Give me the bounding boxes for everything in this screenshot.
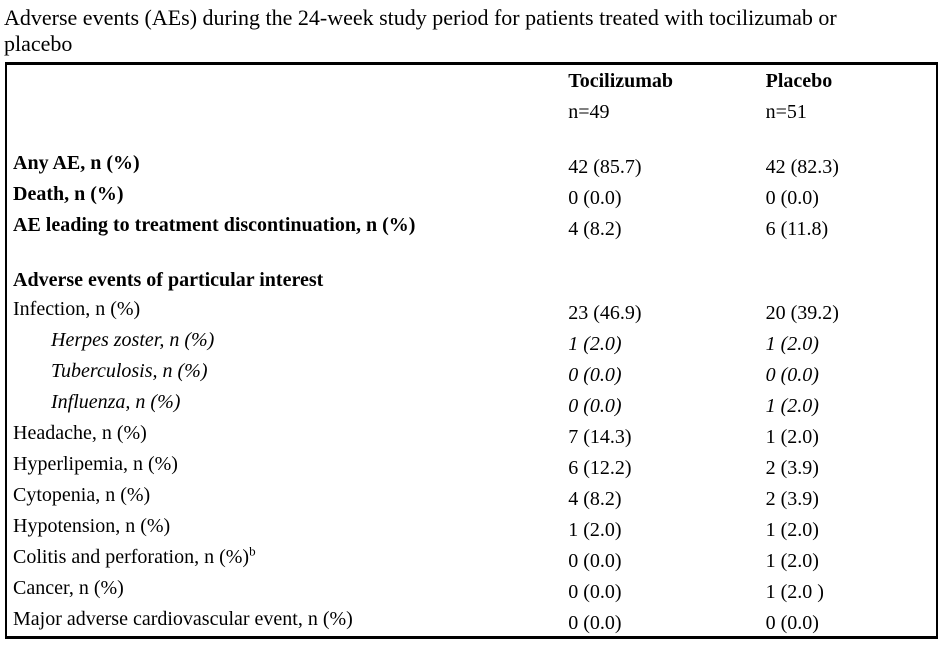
- table-subheader-row: n=49 n=51: [6, 94, 937, 125]
- row-label: Infection, n (%): [13, 298, 141, 320]
- row-label-cell: Hypotension, n (%): [6, 512, 568, 543]
- tocilizumab-value: 1 (2.0): [568, 519, 622, 541]
- placebo-value: 20 (39.2): [765, 302, 839, 324]
- row-label: Cancer, n (%): [13, 577, 124, 599]
- table-row: Colitis and perforation, n (%)b 0 (0.0) 1 …: [6, 543, 937, 574]
- spacer-cell: [6, 242, 937, 266]
- column-header-placebo: Placebo: [765, 70, 833, 92]
- row-label-cell: Colitis and perforation, n (%)b: [6, 543, 568, 574]
- tocilizumab-value: 0 (0.0): [568, 395, 622, 417]
- tocilizumab-value: 7 (14.3): [568, 426, 632, 448]
- row-label-cell: Any AE, n (%): [6, 149, 568, 180]
- row-label-cell: Hyperlipemia, n (%): [6, 450, 568, 481]
- table-row: Death, n (%) 0 (0.0) 0 (0.0): [6, 180, 937, 211]
- tocilizumab-value: 0 (0.0): [568, 581, 622, 603]
- table-row: Major adverse cardiovascular event, n (%…: [6, 605, 937, 638]
- row-label-cell: Herpes zoster, n (%): [6, 326, 568, 357]
- adverse-events-table: Tocilizumab Placebo n=49 n=51 Any AE, n …: [5, 62, 938, 639]
- placebo-value: 1 (2.0): [765, 550, 819, 572]
- table-row: Hypotension, n (%) 1 (2.0) 1 (2.0): [6, 512, 937, 543]
- placebo-value: 2 (3.9): [765, 457, 819, 479]
- row-label: AE leading to treatment discontinuation,…: [13, 214, 416, 236]
- table-row: Herpes zoster, n (%) 1 (2.0) 1 (2.0): [6, 326, 937, 357]
- placebo-value: 42 (82.3): [765, 156, 839, 178]
- tocilizumab-value: 6 (12.2): [568, 457, 632, 479]
- row-label-cell: Cytopenia, n (%): [6, 481, 568, 512]
- placebo-value: 0 (0.0): [765, 364, 819, 386]
- tocilizumab-value: 0 (0.0): [568, 187, 622, 209]
- placebo-value: 1 (2.0): [765, 333, 819, 355]
- row-label: Tuberculosis, n (%): [51, 360, 208, 382]
- table-header-row: Tocilizumab Placebo: [6, 64, 937, 95]
- placebo-value: 1 (2.0): [765, 426, 819, 448]
- placebo-value: 6 (11.8): [765, 218, 829, 240]
- row-label-cell: Major adverse cardiovascular event, n (%…: [6, 605, 568, 638]
- tocilizumab-value: 42 (85.7): [568, 156, 642, 178]
- tocilizumab-value: 1 (2.0): [568, 333, 622, 355]
- row-label: Headache, n (%): [13, 422, 147, 444]
- placebo-value: 0 (0.0): [765, 187, 819, 209]
- row-label-cell: Infection, n (%): [6, 295, 568, 326]
- row-label-cell: Cancer, n (%): [6, 574, 568, 605]
- row-label: Any AE, n (%): [13, 152, 140, 174]
- tocilizumab-value: 4 (8.2): [568, 218, 622, 240]
- tocilizumab-value: 0 (0.0): [568, 550, 622, 572]
- row-label-cell: Influenza, n (%): [6, 388, 568, 419]
- row-label-cell: Headache, n (%): [6, 419, 568, 450]
- tocilizumab-value: 0 (0.0): [568, 364, 622, 386]
- column-header-tocilizumab: Tocilizumab: [568, 70, 674, 92]
- table-row: Infection, n (%) 23 (46.9) 20 (39.2): [6, 295, 937, 326]
- table-row: Tuberculosis, n (%) 0 (0.0) 0 (0.0): [6, 357, 937, 388]
- placebo-value: 1 (2.0): [765, 395, 819, 417]
- spacer-row: [6, 242, 937, 266]
- tocilizumab-value: 4 (8.2): [568, 488, 622, 510]
- spacer-row: [6, 125, 937, 149]
- header-empty-cell: [6, 64, 568, 95]
- placebo-value: 1 (2.0): [765, 519, 819, 541]
- row-label-cell: Tuberculosis, n (%): [6, 357, 568, 388]
- row-label-cell: Death, n (%): [6, 180, 568, 211]
- placebo-value: 1 (2.0 ): [765, 581, 824, 603]
- section-heading: Adverse events of particular interest: [13, 269, 324, 291]
- row-label: Cytopenia, n (%): [13, 484, 151, 506]
- table-row: Influenza, n (%) 0 (0.0) 1 (2.0): [6, 388, 937, 419]
- tocilizumab-value: 0 (0.0): [568, 612, 622, 634]
- placebo-value: 0 (0.0): [765, 612, 819, 634]
- row-label: Influenza, n (%): [51, 391, 181, 413]
- row-label: Colitis and perforation, n (%): [13, 546, 250, 568]
- tocilizumab-value: 23 (46.9): [568, 302, 642, 324]
- footnote-marker: b: [249, 543, 256, 559]
- placebo-value: 2 (3.9): [765, 488, 819, 510]
- spacer-cell: [6, 125, 937, 149]
- column-n-placebo: n=51: [765, 101, 807, 123]
- subheader-empty-cell: [6, 94, 568, 125]
- column-n-tocilizumab: n=49: [568, 101, 610, 123]
- row-label: Herpes zoster, n (%): [51, 329, 215, 351]
- row-label-cell: AE leading to treatment discontinuation,…: [6, 211, 568, 242]
- table-body: Any AE, n (%) 42 (85.7) 42 (82.3) Death, n …: [6, 125, 937, 638]
- table-row: Hyperlipemia, n (%) 6 (12.2) 2 (3.9): [6, 450, 937, 481]
- section-heading-row: Adverse events of particular interest: [6, 266, 937, 295]
- page: Adverse events (AEs) during the 24-week …: [0, 5, 946, 657]
- table-row: Cancer, n (%) 0 (0.0) 1 (2.0 ): [6, 574, 937, 605]
- row-label: Hyperlipemia, n (%): [13, 453, 178, 475]
- table-row: Cytopenia, n (%) 4 (8.2) 2 (3.9): [6, 481, 937, 512]
- row-label: Major adverse cardiovascular event, n (%…: [13, 608, 353, 630]
- table-row: Any AE, n (%) 42 (85.7) 42 (82.3): [6, 149, 937, 180]
- page-title: Adverse events (AEs) during the 24-week …: [4, 5, 837, 56]
- row-label: Hypotension, n (%): [13, 515, 171, 537]
- table-row: Headache, n (%) 7 (14.3) 1 (2.0): [6, 419, 937, 450]
- row-label: Death, n (%): [13, 183, 124, 205]
- table-row: AE leading to treatment discontinuation,…: [6, 211, 937, 242]
